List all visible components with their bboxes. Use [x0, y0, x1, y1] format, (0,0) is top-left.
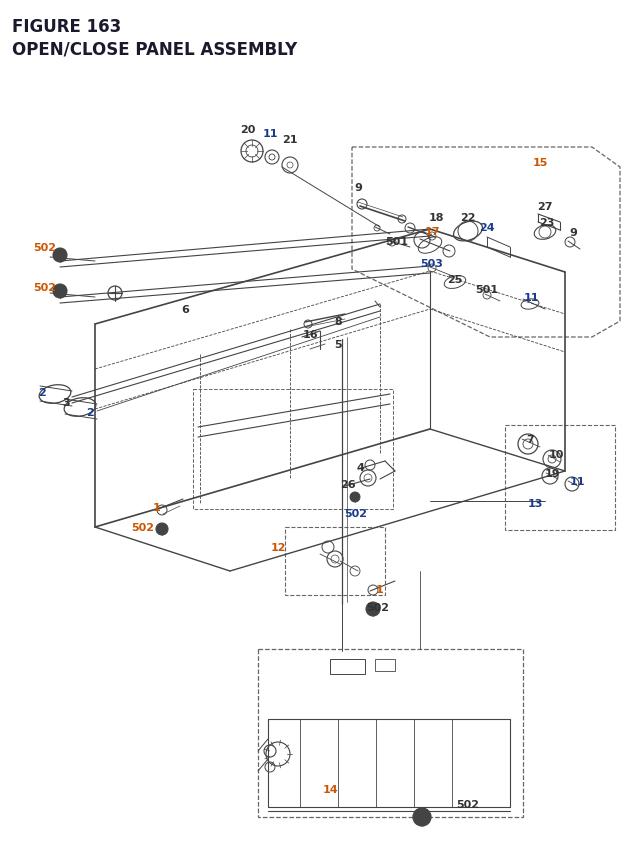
Text: 12: 12 [270, 542, 285, 553]
Text: 11: 11 [524, 293, 539, 303]
Text: 502: 502 [131, 523, 154, 532]
Text: 18: 18 [428, 213, 444, 223]
Text: 26: 26 [340, 480, 356, 489]
Text: 9: 9 [354, 183, 362, 193]
Text: 1: 1 [376, 585, 384, 594]
Text: 2: 2 [38, 387, 46, 398]
Text: 25: 25 [447, 275, 463, 285]
Text: 2: 2 [86, 407, 94, 418]
Text: 10: 10 [548, 449, 564, 460]
Text: 21: 21 [282, 135, 298, 145]
Text: 502: 502 [344, 508, 367, 518]
Text: 11: 11 [262, 129, 278, 139]
Text: 7: 7 [526, 435, 534, 444]
Circle shape [156, 523, 168, 536]
Text: 8: 8 [334, 317, 342, 326]
Text: 19: 19 [545, 468, 561, 479]
Text: 1: 1 [153, 503, 161, 512]
Text: 503: 503 [420, 258, 444, 269]
Text: 20: 20 [240, 125, 256, 135]
Text: 16: 16 [302, 330, 318, 339]
Text: 6: 6 [181, 305, 189, 314]
Text: 501: 501 [476, 285, 499, 294]
Text: 502: 502 [33, 243, 56, 253]
Text: 27: 27 [537, 201, 553, 212]
Circle shape [366, 603, 380, 616]
Text: 502: 502 [33, 282, 56, 293]
Text: 17: 17 [424, 226, 440, 237]
Text: 502: 502 [367, 603, 390, 612]
Text: FIGURE 163: FIGURE 163 [12, 18, 121, 36]
Text: 4: 4 [356, 462, 364, 473]
Text: 23: 23 [540, 218, 555, 228]
Text: 9: 9 [569, 228, 577, 238]
Bar [505, 425, 615, 530]
Bar [375, 660, 395, 672]
Text: 24: 24 [479, 223, 495, 232]
Text: 13: 13 [527, 499, 543, 508]
Bar [193, 389, 393, 510]
Text: 22: 22 [460, 213, 476, 223]
Circle shape [350, 492, 360, 503]
Text: 5: 5 [334, 339, 342, 350]
Circle shape [413, 808, 431, 826]
Bar [258, 649, 523, 817]
Text: 14: 14 [322, 784, 338, 794]
Circle shape [53, 249, 67, 263]
Text: 15: 15 [532, 158, 548, 168]
Text: 3: 3 [62, 398, 70, 407]
Text: OPEN/CLOSE PANEL ASSEMBLY: OPEN/CLOSE PANEL ASSEMBLY [12, 40, 297, 58]
Bar [330, 660, 365, 674]
Text: 11: 11 [569, 476, 585, 486]
Circle shape [53, 285, 67, 299]
Text: 501: 501 [385, 237, 408, 247]
Text: 502: 502 [456, 799, 479, 809]
Bar [285, 528, 385, 595]
